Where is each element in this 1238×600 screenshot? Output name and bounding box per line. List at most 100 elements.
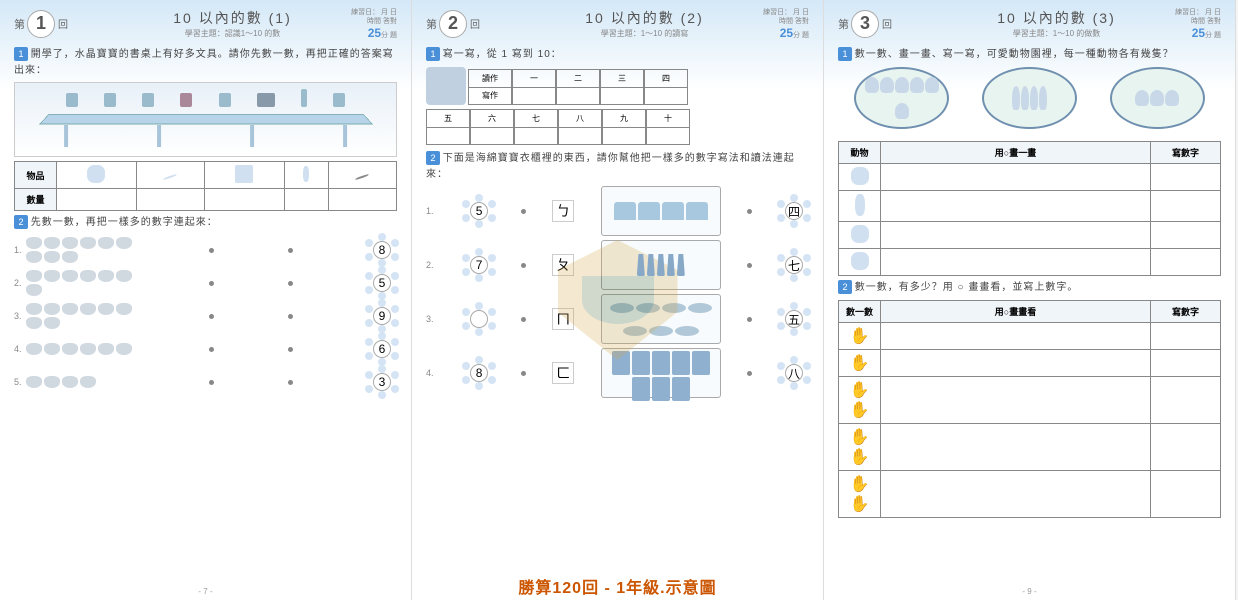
- flower-number: 7: [464, 250, 494, 280]
- page-header: 第 3 回 10 以內的數 (3) 學習主題：1～10 的做數 練習日： 月 日…: [838, 8, 1221, 39]
- bug-icon: [98, 270, 114, 282]
- bug-icon: [80, 303, 96, 315]
- section-2: 2 數一數，有多少？用 ○ 畫畫看，並寫上數字。: [838, 278, 1221, 294]
- zoo-illustration: [838, 67, 1221, 137]
- bug-icon: [26, 317, 42, 329]
- bug-icon: [116, 303, 132, 315]
- clothing-icon: [632, 377, 650, 401]
- page-3: 第 3 回 10 以內的數 (3) 學習主題：1～10 的做數 練習日： 月 日…: [824, 0, 1236, 600]
- clothing-icon: [662, 202, 684, 220]
- page-1: 第 1 回 10 以內的數 (1) 學習主題：認識1～10 的數 練習日： 月 …: [0, 0, 412, 600]
- train-car: 七: [514, 109, 558, 145]
- bug-icon: [98, 303, 114, 315]
- items-table: 物品 數量: [14, 161, 397, 211]
- animal-pen: [1110, 67, 1205, 129]
- flower-number: 3: [367, 367, 397, 397]
- flower-number: [464, 304, 494, 334]
- flower-number: 8: [367, 235, 397, 265]
- hand-icon: [850, 400, 870, 420]
- section-badge: 1: [14, 47, 28, 61]
- meta-block: 練習日： 月 日 時間 答對 25分 題: [1175, 8, 1221, 42]
- bug-icon: [44, 376, 60, 388]
- bug-icon: [44, 251, 60, 263]
- hand-icon: [850, 326, 870, 346]
- clothing-icon: [675, 326, 699, 336]
- bug-icon: [26, 270, 42, 282]
- train-car: 四: [644, 69, 688, 105]
- hand-icon: [850, 447, 870, 467]
- hands-table: 數一數用○畫畫看寫數字: [838, 300, 1221, 518]
- clothing-icon: [692, 351, 710, 375]
- hand-icon: [850, 353, 870, 373]
- bug-icon: [62, 303, 78, 315]
- dot-icon: [209, 281, 214, 286]
- clothing-icon: [638, 202, 660, 220]
- match-row: 5. 3: [14, 367, 397, 397]
- page-title: 10 以內的數 (2): [480, 8, 809, 28]
- train-top: 讀作 寫作 一二三四: [426, 67, 809, 105]
- bug-icon: [44, 270, 60, 282]
- table-row: [839, 471, 1221, 518]
- meta-block: 練習日： 月 日 時間 答對 25分 題: [763, 8, 809, 42]
- hand-icon: [850, 380, 870, 400]
- section-text: 先數一數，再把一樣多的數字連起來：: [31, 217, 218, 228]
- bug-icon: [26, 237, 42, 249]
- bug-icon: [26, 376, 42, 388]
- table-row: [839, 377, 1221, 424]
- clothing-icon: [688, 303, 712, 313]
- page-subtitle: 學習主題：1～10 的讀寫: [480, 28, 809, 39]
- bug-icon: [62, 270, 78, 282]
- bug-icon: [26, 284, 42, 296]
- bug-icon: [44, 237, 60, 249]
- clothing-box: [601, 186, 721, 236]
- meta-block: 練習日： 月 日 時間 答對 25分 題: [351, 8, 397, 42]
- page-number-circle: 3: [851, 10, 879, 38]
- bug-icon: [116, 270, 132, 282]
- flower-number: 9: [367, 301, 397, 331]
- train-car: 九: [602, 109, 646, 145]
- train-car-labels: 讀作 寫作: [468, 69, 512, 105]
- table-row: [839, 350, 1221, 377]
- bug-icon: [98, 237, 114, 249]
- train-car: 一: [512, 69, 556, 105]
- flower-number: 五: [779, 304, 809, 334]
- train-car: 十: [646, 109, 690, 145]
- hand-icon: [850, 494, 870, 514]
- table-row: [839, 424, 1221, 471]
- locomotive-icon: [426, 67, 466, 105]
- page-footer: - 7 -: [198, 587, 212, 596]
- clothing-icon: [652, 377, 670, 401]
- bug-icon: [62, 376, 78, 388]
- dot-icon: [209, 248, 214, 253]
- section-1: 1 數一數、畫一畫、寫一寫，可愛動物園裡，每一種動物各有幾隻？: [838, 45, 1221, 61]
- match-row: 2. 5: [14, 268, 397, 298]
- bug-icon: [80, 376, 96, 388]
- page-title: 10 以內的數 (1): [68, 8, 397, 28]
- zhuyin-char: ㄅ: [552, 200, 574, 222]
- animal-table: 動物用○畫一畫寫數字: [838, 141, 1221, 276]
- flower-number: 七: [779, 250, 809, 280]
- match-row: 4. 6: [14, 334, 397, 364]
- match-row: 3. 9: [14, 301, 397, 331]
- dot-icon: [288, 347, 293, 352]
- row-label: 數量: [15, 189, 57, 211]
- train-car: 五: [426, 109, 470, 145]
- monkey-icon: [851, 225, 869, 243]
- bug-icon: [26, 343, 42, 355]
- dot-icon: [288, 314, 293, 319]
- table-row: [839, 323, 1221, 350]
- page-2: 第 2 回 10 以內的數 (2) 學習主題：1～10 的讀寫 練習日： 月 日…: [412, 0, 824, 600]
- bug-icon: [98, 343, 114, 355]
- flower-number: 八: [779, 358, 809, 388]
- clothing-icon: [614, 202, 636, 220]
- bug-icon: [44, 343, 60, 355]
- page-suffix: 回: [58, 16, 68, 31]
- train-car: 六: [470, 109, 514, 145]
- page-number-circle: 1: [27, 10, 55, 38]
- desk-illustration: [14, 82, 397, 157]
- bug-icon: [44, 303, 60, 315]
- page-subtitle: 學習主題：1～10 的做數: [892, 28, 1221, 39]
- page-footer: - 9 -: [1022, 587, 1036, 596]
- clothing-icon: [672, 377, 690, 401]
- train-bottom: 十九八七六五: [426, 109, 809, 145]
